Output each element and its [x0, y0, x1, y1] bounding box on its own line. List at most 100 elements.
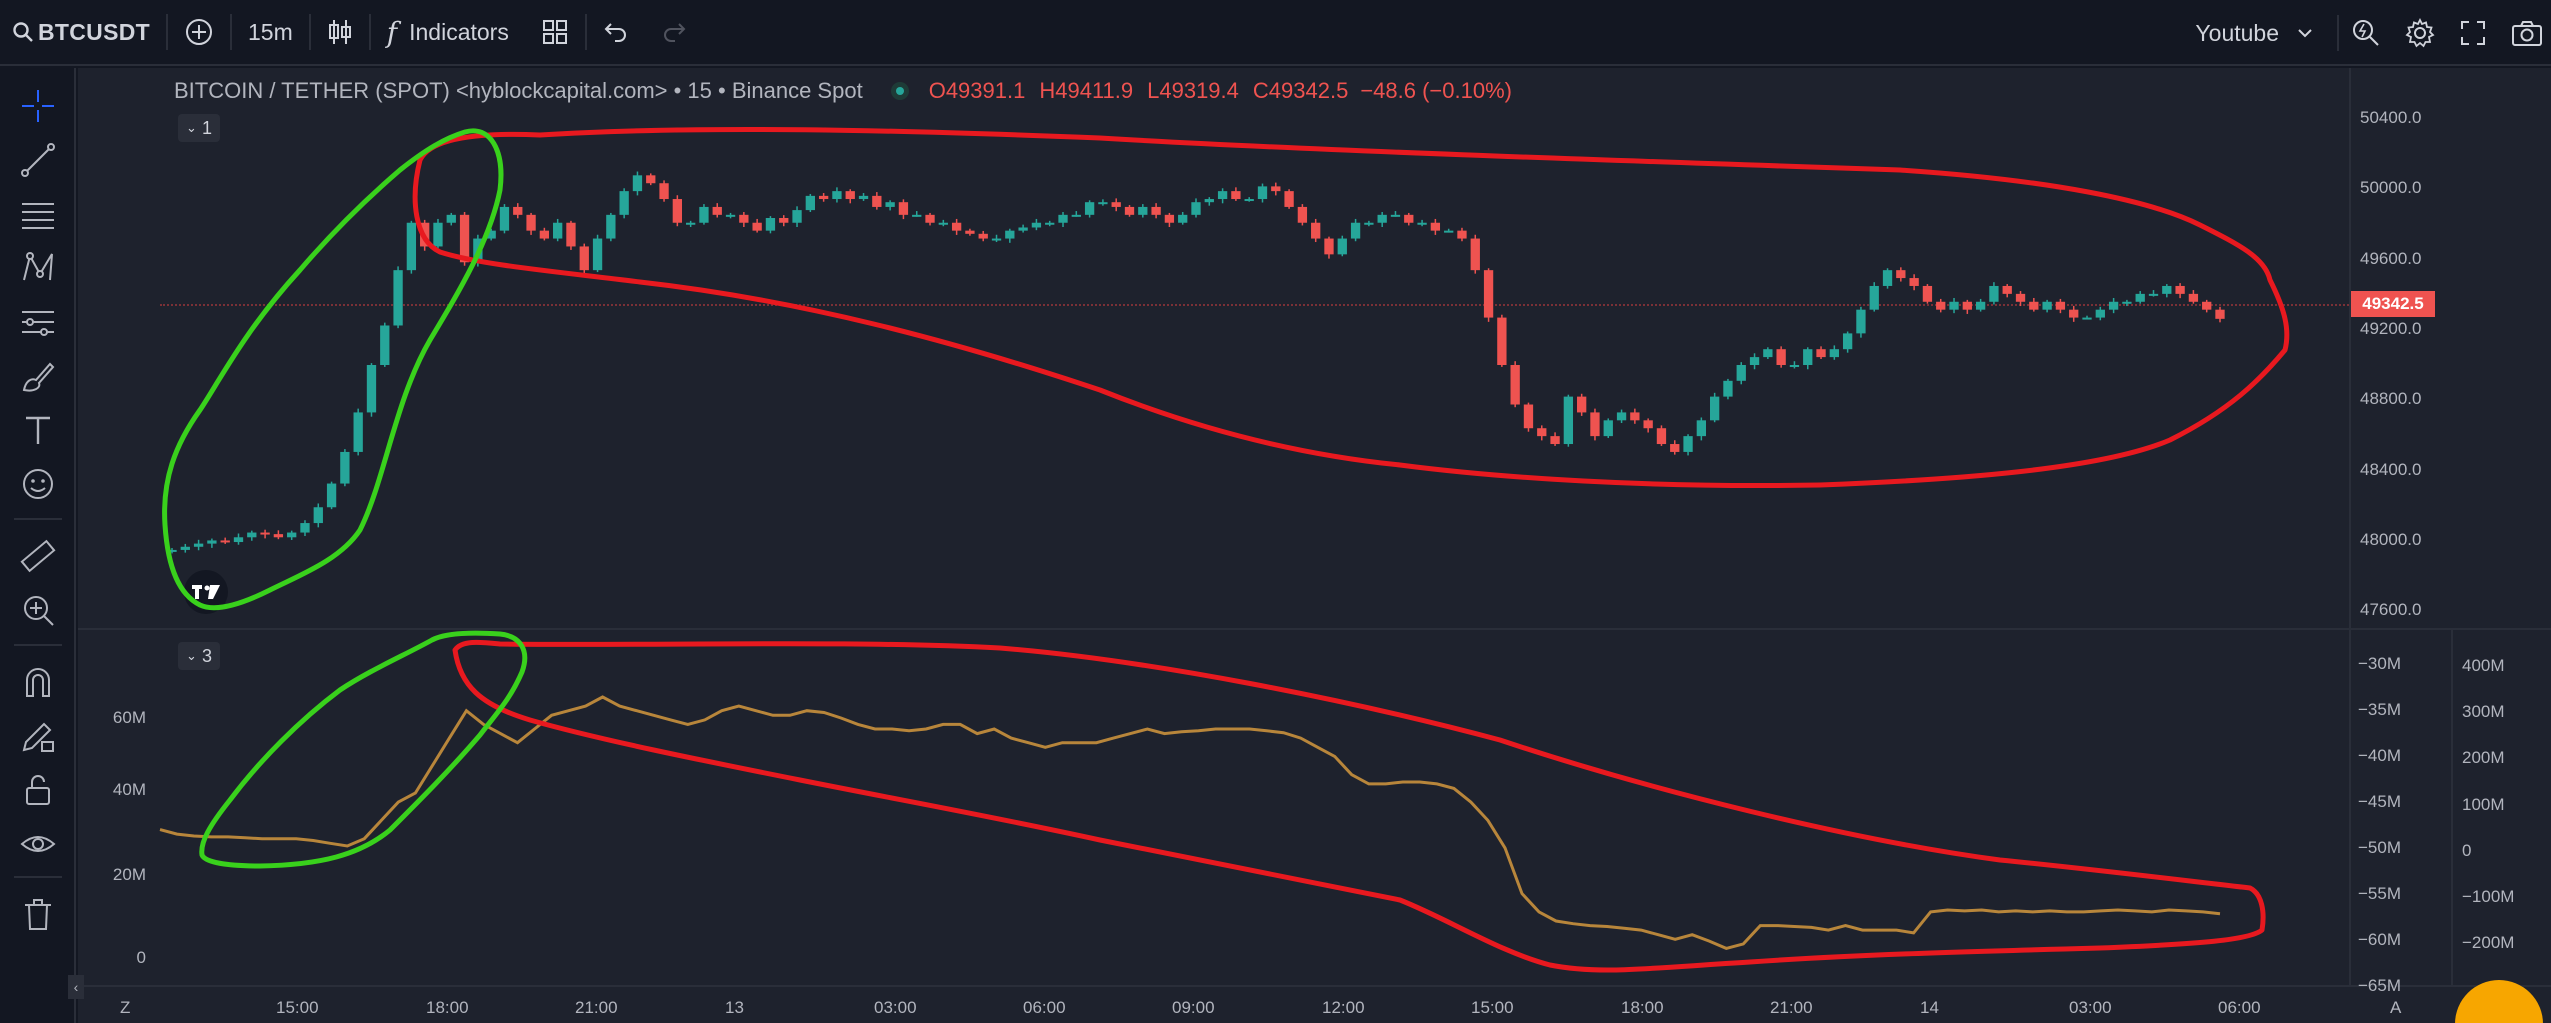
chevron-down-icon: ⌄ — [186, 648, 197, 663]
indicator-scale-mid[interactable] — [2349, 630, 2453, 985]
magnet-tool[interactable] — [14, 658, 62, 706]
layout-selector[interactable]: Youtube — [2179, 0, 2337, 66]
chart-type-button[interactable] — [311, 0, 369, 65]
indicators-label: Indicators — [409, 18, 509, 45]
fullscreen-button[interactable] — [2447, 0, 2499, 66]
price-scale[interactable] — [2349, 68, 2453, 628]
indicator-mid-tick: −60M — [2358, 930, 2401, 949]
zoom-in-icon — [24, 596, 54, 626]
pencil-lock-icon — [22, 722, 54, 752]
indicator-mid-tick: −35M — [2358, 700, 2401, 719]
redo-button[interactable] — [645, 0, 703, 65]
indicator-mid-tick: −50M — [2358, 838, 2401, 857]
chevron-down-icon — [2298, 29, 2312, 38]
time-tick-label: 06:00 — [2218, 998, 2261, 1017]
drawing-toolbar — [0, 68, 76, 1023]
toolbar-divider — [229, 14, 232, 50]
lock-icon — [26, 775, 50, 805]
price-tick-label: 48000.0 — [2360, 529, 2422, 549]
emoji-tool[interactable] — [14, 460, 62, 508]
legend-title: BITCOIN / TETHER (SPOT) <hyblockcapital.… — [174, 78, 863, 103]
top-toolbar: BTCUSDT 15m f Indicators Youtube — [0, 0, 2551, 66]
candles-icon — [328, 20, 351, 44]
undo-button[interactable] — [587, 0, 645, 65]
trend-line-tool[interactable] — [14, 136, 62, 184]
price-tick-label: 47600.0 — [2360, 600, 2422, 620]
zoom-tool[interactable] — [14, 586, 62, 634]
settings-button[interactable] — [2393, 0, 2447, 66]
brush-tool[interactable] — [14, 352, 62, 400]
add-circle-icon — [185, 19, 212, 45]
indicator-mid-tick: −55M — [2358, 884, 2401, 903]
pane-separator[interactable] — [78, 628, 2551, 630]
pane-number: 3 — [201, 645, 212, 666]
time-tick-label: 09:00 — [1172, 998, 1215, 1017]
legend-close: C49342.5 — [1252, 78, 1349, 103]
indicator-pane-collapse[interactable]: ⌄ 3 — [178, 642, 220, 670]
legend-low: L49319.4 — [1147, 78, 1239, 103]
fullscreen-icon — [2461, 21, 2485, 45]
toolbar-divider — [368, 14, 371, 50]
time-tick-label: 06:00 — [1023, 998, 1066, 1017]
toolbar-divider — [2337, 15, 2339, 51]
indicator-left-tick: 20M — [112, 865, 146, 884]
time-tick-label: 15:00 — [276, 998, 319, 1017]
time-tick-label: 18:00 — [426, 998, 469, 1017]
fib-tool[interactable] — [14, 190, 62, 238]
crosshair-tool[interactable] — [14, 82, 62, 130]
quick-search-button[interactable] — [2339, 0, 2393, 66]
indicator-line — [159, 695, 2221, 950]
pattern-tool[interactable] — [14, 244, 62, 292]
redo-icon — [663, 23, 686, 42]
indicator-right-tick: −200M — [2462, 933, 2515, 953]
remove-drawings-tool[interactable] — [14, 890, 62, 938]
measure-tool[interactable] — [14, 532, 62, 580]
chevron-down-icon: ⌄ — [186, 120, 197, 135]
indicators-button[interactable]: f Indicators — [371, 0, 525, 65]
search-icon — [12, 21, 34, 43]
indicator-left-tick: 60M — [112, 708, 146, 727]
collapse-toolbar-button[interactable]: ‹ — [68, 975, 84, 999]
time-axis-corner: A — [2390, 998, 2402, 1017]
pane-number: 1 — [201, 117, 212, 138]
text-tool[interactable] — [14, 406, 62, 454]
hide-drawings-tool[interactable] — [14, 820, 62, 868]
main-pane-collapse[interactable]: ⌄ 1 — [178, 114, 220, 142]
forecast-tool[interactable] — [14, 298, 62, 346]
time-axis-corner: Z — [120, 998, 131, 1017]
undo-icon — [604, 23, 626, 42]
legend-open: O49391.1 — [928, 78, 1026, 103]
indicator-mid-tick: −40M — [2358, 746, 2401, 765]
trash-icon — [25, 899, 51, 930]
status-dot — [890, 82, 909, 100]
compare-button[interactable] — [168, 0, 230, 65]
indicator-mid-tick: −45M — [2358, 792, 2401, 811]
time-tick-label: 15:00 — [1471, 998, 1514, 1017]
legend-high: H49411.9 — [1039, 78, 1134, 103]
lock-drawings-tool[interactable] — [14, 712, 62, 760]
toolbar-divider — [14, 644, 62, 646]
legend-change: −48.6 (−0.10%) — [1360, 78, 1512, 103]
last-price-badge: 49342.5 — [2351, 291, 2435, 317]
tradingview-logo[interactable] — [184, 570, 228, 614]
interval-button[interactable]: 15m — [247, 18, 293, 45]
smiley-icon — [23, 469, 53, 499]
time-tick-label: 03:00 — [2069, 998, 2112, 1017]
symbol-search[interactable]: BTCUSDT — [0, 0, 166, 65]
grid-icon — [542, 20, 567, 44]
time-axis[interactable] — [78, 985, 2551, 1023]
quick-search-icon — [2353, 20, 2379, 46]
time-tick-label: 18:00 — [1621, 998, 1664, 1017]
lock-all-tool[interactable] — [14, 766, 62, 814]
ruler-icon — [20, 539, 56, 573]
snapshot-button[interactable] — [2499, 0, 2551, 66]
templates-button[interactable] — [525, 0, 585, 65]
price-tick-label: 48400.0 — [2360, 459, 2422, 479]
magnet-icon — [26, 668, 50, 697]
brush-icon — [22, 362, 55, 392]
toolbar-right: Youtube — [2179, 0, 2551, 66]
indicator-scale-right[interactable] — [2451, 630, 2551, 985]
text-icon — [26, 416, 50, 444]
